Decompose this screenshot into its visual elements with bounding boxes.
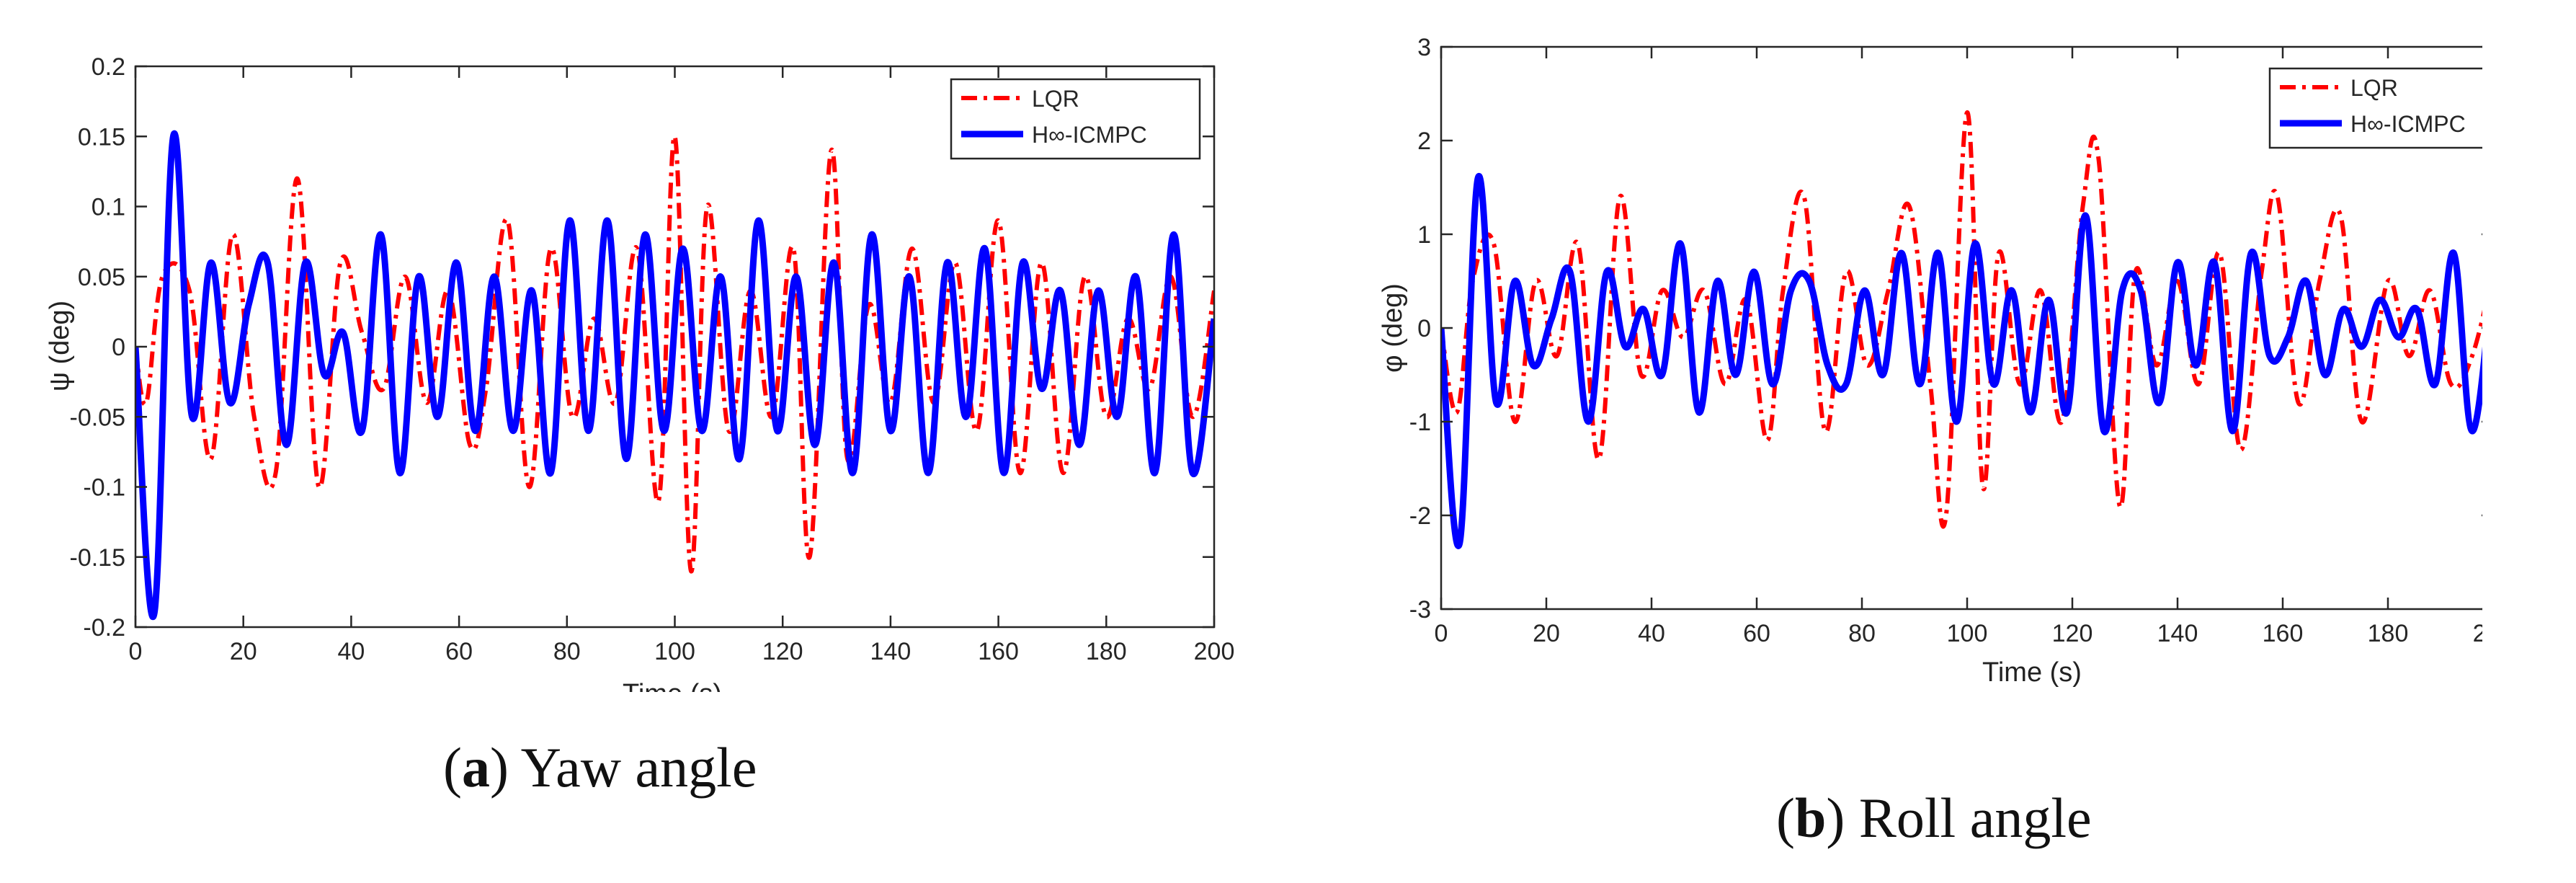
caption-a-letter: a [461, 736, 490, 799]
x-tick-label: 120 [2052, 620, 2093, 647]
y-tick-label: -1 [1409, 409, 1431, 436]
x-tick-label: 40 [337, 638, 365, 665]
x-tick-label: 120 [762, 638, 803, 665]
x-tick-label: 20 [1533, 620, 1560, 647]
series-line-hinf-icmpc [135, 130, 1214, 620]
caption-b: (b) Roll angle [1776, 786, 2092, 849]
y-tick-label: 0.15 [78, 123, 125, 151]
x-tick-label: 80 [553, 638, 581, 665]
x-tick-label: 200 [1194, 638, 1235, 665]
caption-a-text: Yaw angle [520, 736, 757, 799]
x-tick-label: 200 [2473, 620, 2482, 647]
y-tick-label: 0 [112, 334, 125, 361]
x-tick-label: 100 [654, 638, 695, 665]
x-axis-label: Time (s) [1982, 657, 2082, 688]
y-tick-label: -2 [1409, 502, 1431, 530]
x-tick-label: 140 [870, 638, 912, 665]
x-tick-label: 60 [1743, 620, 1770, 647]
plot-area: 0 20 40 60 80 100 120 140 160 180 200 -0.2 -0.15 -0.1… [70, 53, 1235, 665]
legend-label: LQR [1032, 86, 1079, 112]
x-tick-label: 40 [1638, 620, 1665, 647]
y-tick-label: 0.05 [78, 264, 125, 291]
legend-label: H∞-ICMPC [1032, 122, 1147, 148]
x-tick-label: 160 [2263, 620, 2304, 647]
caption-b-text: Roll angle [1858, 786, 2092, 849]
x-tick-label: 20 [230, 638, 257, 665]
x-tick-label: 0 [129, 638, 143, 665]
x-tick-label: 0 [1435, 620, 1448, 647]
legend-label: LQR [2350, 75, 2398, 101]
legend: LQR H∞-ICMPC [950, 78, 1201, 160]
y-tick-label: 1 [1417, 221, 1431, 249]
y-axis-label: ψ (deg) [45, 301, 75, 391]
y-tick-label: 0 [1417, 315, 1431, 342]
x-tick-label: 140 [2157, 620, 2198, 647]
legend-label: H∞-ICMPC [2350, 111, 2466, 137]
chart-roll-angle: 0 20 40 60 80 100 120 140 160 180 200 -3 -2 -1 0 1 2 3 LQR… [1378, 34, 2482, 688]
y-tick-label: -0.15 [70, 544, 126, 572]
y-axis-label: φ (deg) [1378, 283, 1408, 373]
series-group [1441, 110, 2482, 549]
plot-area: 0 20 40 60 80 100 120 140 160 180 200 -3 -2 -1 0 1 2 3 LQR… [1409, 34, 2482, 647]
chart-yaw-angle: 0 20 40 60 80 100 120 140 160 180 200 -0.2 -0.15 -0.1… [45, 53, 1235, 692]
caption-a: (a) Yaw angle [443, 736, 757, 799]
y-tick-label: 3 [1417, 34, 1431, 61]
x-tick-label: 100 [1947, 620, 1988, 647]
x-tick-label: 160 [978, 638, 1019, 665]
y-tick-label: 2 [1417, 128, 1431, 155]
x-tick-label: 180 [1086, 638, 1127, 665]
legend-box [2268, 67, 2482, 149]
series-line-lqr [1441, 110, 2482, 529]
y-tick-label: -0.05 [70, 404, 126, 431]
x-tick-label: 180 [2368, 620, 2409, 647]
y-tick-label: -0.2 [83, 614, 125, 642]
x-tick-label: 80 [1848, 620, 1876, 647]
y-tick-label: -3 [1409, 596, 1431, 624]
y-tick-label: 0.2 [92, 53, 125, 81]
series-line-hinf-icmpc [1441, 172, 2482, 549]
series-group [135, 130, 1214, 620]
legend-box [950, 78, 1201, 160]
legend: LQR H∞-ICMPC [2268, 67, 2482, 149]
y-tick-label: 0.1 [92, 194, 125, 221]
y-tick-label: -0.1 [83, 474, 125, 502]
caption-b-letter: b [1794, 786, 1827, 849]
x-tick-label: 60 [445, 638, 473, 665]
x-axis-label: Time (s) [623, 679, 722, 692]
